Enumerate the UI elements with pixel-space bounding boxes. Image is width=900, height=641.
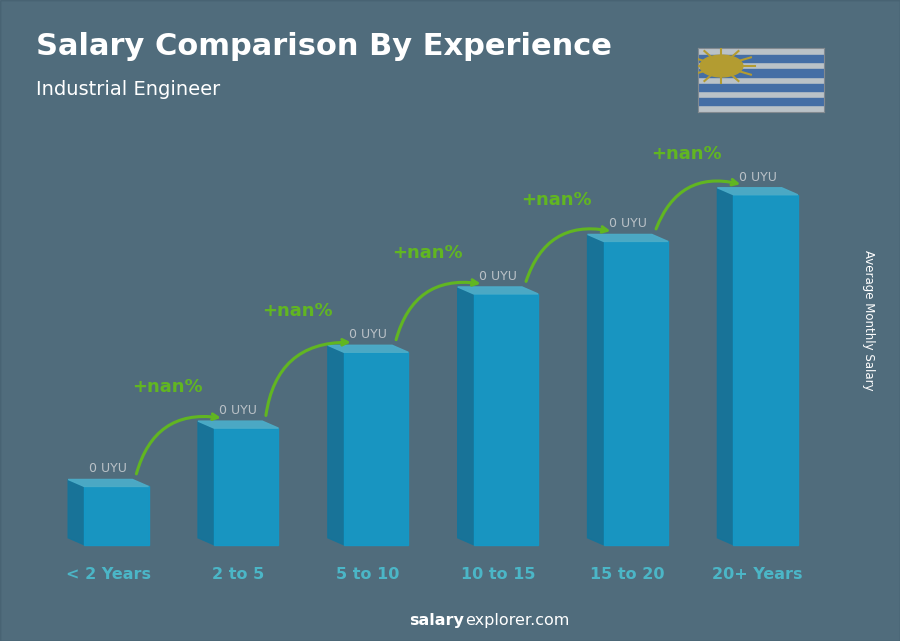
Bar [698, 69, 824, 76]
Polygon shape [68, 479, 148, 487]
Polygon shape [588, 235, 668, 242]
Polygon shape [198, 421, 278, 428]
Text: 0 UYU: 0 UYU [89, 462, 127, 476]
Text: 0 UYU: 0 UYU [220, 404, 257, 417]
Polygon shape [458, 287, 473, 545]
Text: < 2 Years: < 2 Years [66, 567, 151, 582]
Text: +nan%: +nan% [262, 302, 332, 320]
Polygon shape [328, 345, 344, 545]
Bar [214, 428, 278, 545]
Text: 15 to 20: 15 to 20 [590, 567, 665, 582]
Text: explorer.com: explorer.com [465, 613, 570, 628]
Polygon shape [717, 188, 797, 195]
Circle shape [700, 55, 742, 77]
Text: Average Monthly Salary: Average Monthly Salary [862, 250, 875, 391]
Text: +nan%: +nan% [522, 192, 592, 210]
Polygon shape [68, 479, 85, 545]
Bar [85, 487, 148, 545]
Bar [473, 294, 538, 545]
Polygon shape [198, 421, 214, 545]
Polygon shape [717, 188, 734, 545]
Bar [698, 84, 824, 91]
Bar [734, 195, 797, 545]
Polygon shape [588, 235, 604, 545]
Text: 0 UYU: 0 UYU [349, 328, 387, 341]
Polygon shape [458, 287, 538, 294]
Text: Industrial Engineer: Industrial Engineer [36, 80, 220, 99]
Text: +nan%: +nan% [392, 244, 463, 262]
Polygon shape [328, 345, 409, 353]
Text: 5 to 10: 5 to 10 [337, 567, 400, 582]
Text: 0 UYU: 0 UYU [739, 171, 777, 184]
Text: 10 to 15: 10 to 15 [461, 567, 536, 582]
Text: +nan%: +nan% [132, 378, 202, 396]
Text: 20+ Years: 20+ Years [712, 567, 803, 582]
Bar [698, 55, 824, 62]
Bar [698, 98, 824, 105]
Text: 0 UYU: 0 UYU [608, 217, 647, 230]
Text: 2 to 5: 2 to 5 [212, 567, 265, 582]
Bar [604, 242, 668, 545]
Text: Salary Comparison By Experience: Salary Comparison By Experience [36, 32, 612, 61]
Text: 0 UYU: 0 UYU [479, 270, 517, 283]
Text: +nan%: +nan% [652, 145, 722, 163]
Text: salary: salary [410, 613, 464, 628]
Bar [344, 353, 409, 545]
